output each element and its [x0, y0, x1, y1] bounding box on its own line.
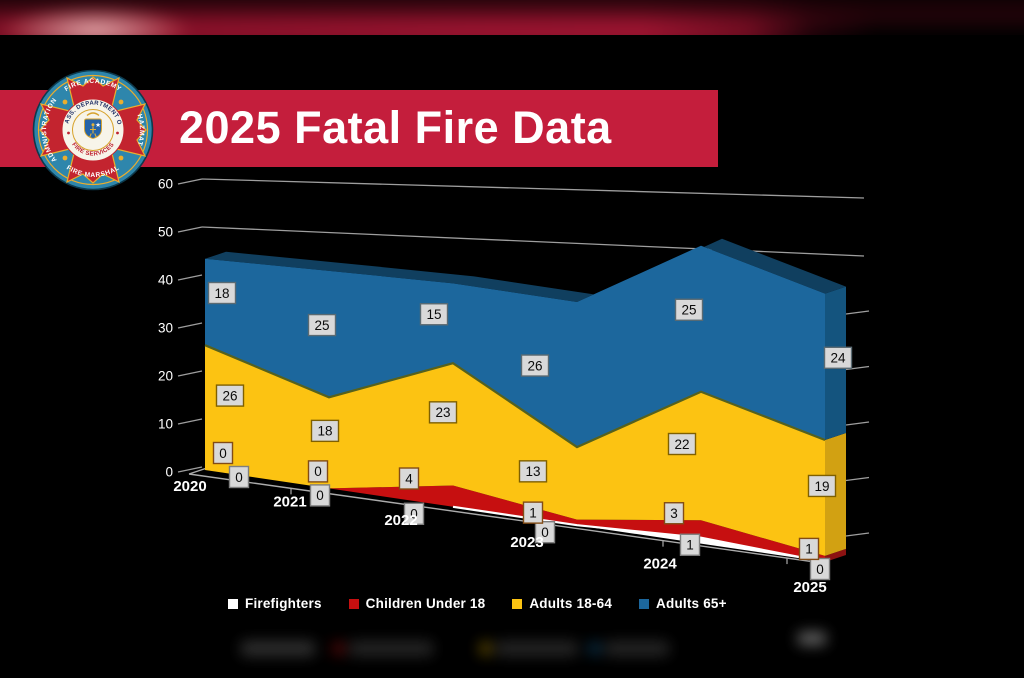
svg-text:30: 30: [158, 321, 173, 336]
svg-text:15: 15: [426, 307, 441, 322]
logo-inner-gold-ring: [72, 109, 114, 151]
legend-label: Adults 18-64: [529, 596, 613, 611]
svg-text:0: 0: [410, 507, 418, 522]
svg-text:0: 0: [316, 488, 324, 503]
legend-item-adults-65-: Adults 65+: [639, 596, 727, 611]
svg-text:0: 0: [314, 464, 322, 479]
blurred-legend-reflection: [0, 631, 1024, 678]
blurred-banner-reflection: [0, 0, 1024, 35]
svg-text:24: 24: [830, 351, 846, 366]
svg-text:2021: 2021: [273, 493, 306, 510]
svg-text:19: 19: [814, 479, 829, 494]
svg-text:23: 23: [435, 405, 450, 420]
legend-label: Children Under 18: [365, 596, 486, 611]
svg-text:2023: 2023: [510, 534, 543, 551]
svg-text:2022: 2022: [384, 512, 417, 529]
svg-text:1: 1: [529, 505, 537, 520]
svg-text:0: 0: [541, 525, 549, 540]
svg-text:26: 26: [527, 358, 542, 373]
svg-text:18: 18: [317, 424, 332, 439]
chart-legend: Firefighters Children Under 18 Adults 18-6…: [228, 596, 727, 611]
legend-item-children-under-18: Children Under 18: [348, 596, 486, 611]
svg-text:0: 0: [219, 446, 227, 461]
svg-text:0: 0: [816, 562, 824, 577]
legend-label: Firefighters: [245, 596, 322, 611]
svg-text:25: 25: [681, 303, 696, 318]
svg-text:1: 1: [686, 538, 694, 553]
svg-text:10: 10: [158, 417, 173, 432]
legend-swatch-icon: [639, 598, 650, 609]
mass-dfs-logo-seal: FIRE ACADEMY FIRE MARSHAL ADMINISTRATION…: [32, 69, 154, 191]
svg-text:0: 0: [165, 465, 173, 480]
legend-swatch-icon: [348, 598, 359, 609]
svg-text:3: 3: [670, 506, 678, 521]
svg-text:20: 20: [158, 369, 173, 384]
page-title: 2025 Fatal Fire Data: [179, 102, 612, 153]
svg-text:2024: 2024: [643, 556, 677, 573]
svg-text:60: 60: [158, 177, 173, 192]
logo-text-hazmat: HAZMAT: [136, 113, 146, 146]
svg-text:1: 1: [805, 542, 813, 557]
legend-swatch-icon: [228, 598, 238, 609]
svg-text:2025: 2025: [793, 579, 826, 596]
svg-text:2020: 2020: [173, 478, 206, 495]
svg-text:0: 0: [235, 470, 243, 485]
svg-text:25: 25: [314, 318, 329, 333]
logo-gold-ring: [37, 74, 149, 186]
svg-text:40: 40: [158, 273, 173, 288]
legend-item-firefighters: Firefighters: [228, 596, 322, 611]
svg-text:22: 22: [674, 437, 689, 452]
svg-text:13: 13: [525, 464, 540, 479]
legend-swatch-icon: [512, 598, 523, 609]
legend-item-adults-18-64: Adults 18-64: [512, 596, 612, 611]
state-seal-shield: [84, 112, 102, 139]
svg-text:50: 50: [158, 225, 173, 240]
svg-text:4: 4: [405, 471, 413, 486]
svg-text:26: 26: [222, 388, 237, 403]
legend-label: Adults 65+: [656, 596, 727, 611]
svg-text:18: 18: [214, 286, 229, 301]
